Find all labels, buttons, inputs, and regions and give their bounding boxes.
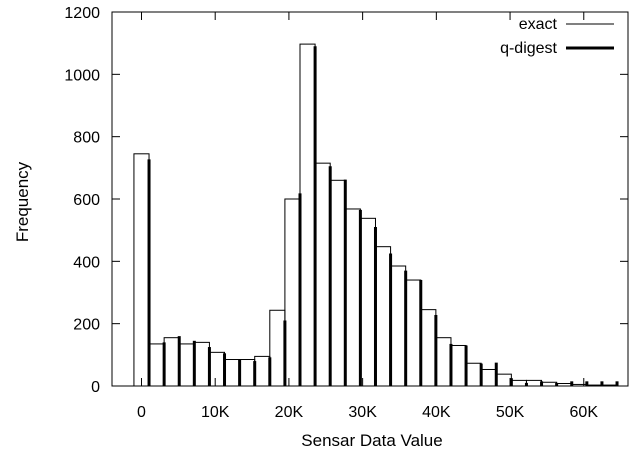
y-tick-label: 0: [91, 379, 100, 396]
bar-exact: 245: [420, 309, 437, 387]
q-digest-lines: [147, 46, 619, 386]
bar-exact: 385: [390, 265, 407, 387]
bar-exact: 660: [329, 179, 346, 387]
bar-exact: 155: [163, 337, 180, 387]
bar-exact: 600: [284, 198, 301, 387]
bar-exact: 135: [178, 343, 195, 387]
y-tick-label: 400: [73, 254, 100, 271]
bar-exact: 85: [224, 359, 241, 387]
y-tick-label: 1200: [64, 5, 100, 22]
legend: exact q-digest: [500, 16, 614, 57]
bar-exact: 715: [314, 162, 331, 387]
x-axis-label: Sensar Data Value: [301, 431, 442, 450]
bar-exact: 12: [541, 381, 558, 387]
y-tick-label: 600: [73, 192, 100, 209]
y-tick-label: 1000: [64, 67, 100, 84]
bar-exact: 18: [525, 379, 543, 387]
legend-label-q-digest: q-digest: [500, 40, 557, 57]
x-tick-label: 50K: [496, 404, 525, 421]
y-tick-label: 800: [73, 130, 100, 147]
bar-exact: 73: [465, 362, 482, 387]
legend-label-exact: exact: [519, 16, 558, 33]
x-tick-label: 60K: [570, 404, 599, 421]
y-tick-label: 200: [73, 317, 100, 334]
bar-exact: 108: [208, 351, 226, 387]
x-tick-label: 20K: [275, 404, 304, 421]
bar-exact: 85: [239, 359, 256, 387]
plot-frame: [111, 11, 629, 387]
bar-exact: 18: [510, 379, 527, 387]
bar-exact: 155: [435, 337, 452, 387]
bar-exact: 135: [148, 343, 165, 387]
x-tick-label: 10K: [201, 404, 230, 421]
bar-exact: 745: [133, 153, 150, 387]
x-tick-label: 0: [137, 404, 146, 421]
bar-exact: 1097: [299, 43, 316, 387]
bar-exact: 340: [405, 279, 422, 387]
bar-exact: 53: [480, 368, 497, 387]
bar-exact: 538: [359, 217, 376, 387]
bar-exact: 568: [344, 208, 361, 387]
x-tick-label: 40K: [422, 404, 451, 421]
y-axis-label: Frequency: [13, 161, 32, 242]
axis-ticks: [112, 11, 628, 387]
bar-exact: 140: [193, 341, 210, 387]
bar-exact: 38: [495, 373, 512, 387]
tick-labels: 0 200 400 600 800 1000 1200 0 10K 20K 30K 40K 50K 60K: [64, 5, 598, 421]
bar-exact: 243: [269, 309, 286, 387]
bar-exact: 130: [450, 344, 467, 387]
bar-exact: 95: [254, 355, 271, 387]
bar-exact: 447: [374, 246, 392, 387]
x-tick-label: 30K: [348, 404, 377, 421]
